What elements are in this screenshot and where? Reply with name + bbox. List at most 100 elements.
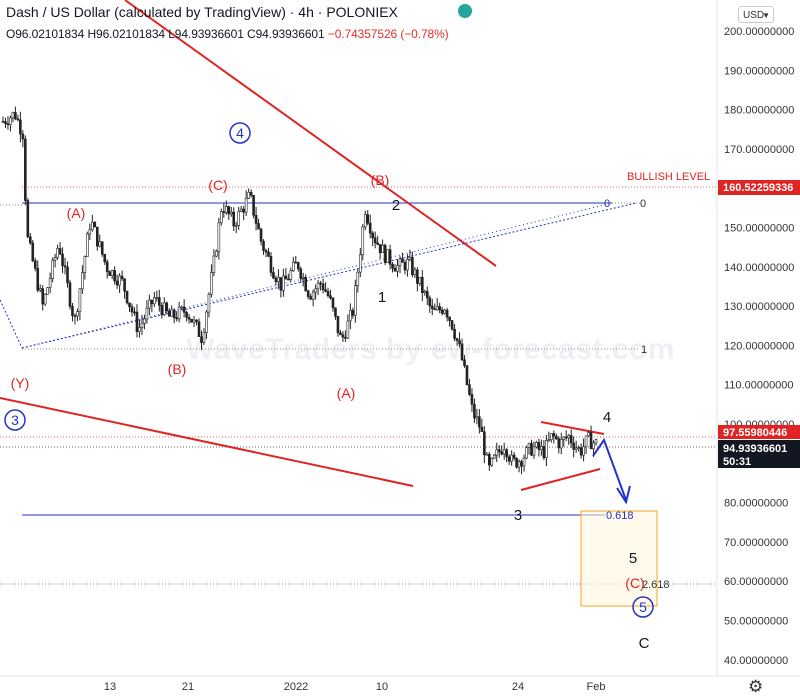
ohlc-change: −0.74357526 (−0.78%)	[327, 27, 449, 41]
candle-body	[28, 236, 32, 244]
candle-body	[282, 275, 285, 291]
candle-body	[582, 446, 585, 456]
candle-body	[41, 288, 44, 305]
y-tick-label: 110.00000000	[724, 380, 794, 392]
candle-body	[284, 275, 288, 280]
candle-body	[433, 308, 437, 311]
candle-body	[530, 443, 533, 456]
candle-body	[396, 265, 399, 272]
candle-body	[259, 228, 263, 242]
candle-body	[401, 258, 404, 263]
candle-body	[9, 117, 12, 126]
candle-body	[448, 316, 451, 321]
candle-body	[545, 440, 548, 459]
candle-body	[264, 250, 268, 253]
candle-body	[376, 242, 379, 245]
fib-label-0: 0	[640, 198, 646, 210]
candle-body	[339, 332, 342, 336]
y-axis: 200.00000000 190.00000000 180.00000000 170.…	[724, 26, 794, 667]
candle-body	[120, 275, 124, 280]
candle-body	[403, 262, 407, 271]
candle-body	[393, 268, 397, 272]
candle-body	[309, 296, 312, 300]
candle-body	[232, 211, 236, 227]
candle-body	[227, 206, 231, 215]
candle-body	[197, 321, 201, 338]
candle-body	[388, 249, 392, 265]
candle-body	[453, 328, 456, 339]
candle-body	[535, 442, 538, 448]
candle-body	[249, 191, 253, 196]
candle-body	[83, 256, 87, 274]
candle-body	[567, 435, 571, 438]
candle-body	[205, 311, 208, 333]
candle-body	[172, 309, 176, 318]
candle-body	[217, 222, 221, 252]
support-trendline-start	[0, 299, 23, 349]
candle-body	[58, 248, 62, 255]
candle-body	[177, 306, 181, 320]
candle-body	[38, 288, 42, 291]
wave-label: 4	[236, 125, 244, 141]
candle-body	[398, 258, 402, 266]
currency-select[interactable]: USD ▼	[738, 6, 774, 23]
candle-body	[279, 277, 283, 291]
candle-body	[366, 214, 370, 224]
last-price-tag	[718, 440, 800, 468]
candle-body	[237, 211, 241, 226]
candle-body	[202, 332, 206, 343]
candle-body	[110, 270, 114, 276]
projection-arrowhead	[616, 485, 631, 505]
candle-body	[460, 343, 464, 361]
candle-body	[48, 278, 52, 288]
candle-body	[162, 302, 166, 315]
candle-body	[438, 306, 441, 311]
y-tick-label: 40.00000000	[724, 655, 788, 667]
candle-body	[517, 461, 521, 468]
wave-label: 3	[514, 507, 522, 524]
candle-body	[291, 261, 295, 272]
candle-body	[108, 271, 111, 276]
candle-body	[488, 453, 491, 466]
y-tick-label: 190.00000000	[724, 65, 794, 77]
candle-body	[468, 384, 471, 395]
candle-body	[272, 272, 275, 279]
candle-body	[118, 275, 121, 286]
candle-body	[86, 233, 89, 257]
candle-body	[579, 447, 583, 456]
candle-body	[123, 278, 126, 292]
wave-label: (C)	[625, 575, 644, 591]
candle-body	[150, 299, 154, 305]
candle-body	[24, 138, 27, 201]
candle-body	[289, 270, 293, 280]
candle-body	[525, 447, 528, 459]
candle-body	[311, 291, 315, 300]
candle-body	[423, 291, 427, 293]
candle-body	[138, 327, 141, 333]
visibility-icon[interactable]	[458, 4, 472, 18]
candle-body	[470, 394, 474, 405]
candle-body	[421, 277, 424, 293]
candle-body	[6, 123, 10, 126]
candle-body	[207, 293, 211, 313]
candle-body	[210, 272, 213, 295]
countdown-value: 50:31	[723, 456, 751, 468]
symbol-title[interactable]: Dash / US Dollar (calculated by TradingV…	[6, 4, 398, 20]
candle-body	[242, 208, 245, 213]
price-series	[1, 106, 598, 475]
candle-body	[267, 251, 270, 257]
candle-body	[587, 432, 590, 437]
candle-body	[4, 121, 7, 125]
candle-body	[145, 307, 149, 320]
y-tick-label: 80.00000000	[724, 498, 788, 510]
candle-body	[344, 336, 347, 339]
candle-body	[346, 320, 350, 339]
wave-label: 3	[11, 412, 19, 428]
candle-body	[589, 432, 593, 450]
wave-label: 2	[392, 197, 400, 214]
projection-path	[592, 437, 627, 501]
gear-icon[interactable]: ⚙	[748, 677, 764, 696]
candle-body	[550, 433, 553, 440]
candle-body	[383, 244, 387, 263]
